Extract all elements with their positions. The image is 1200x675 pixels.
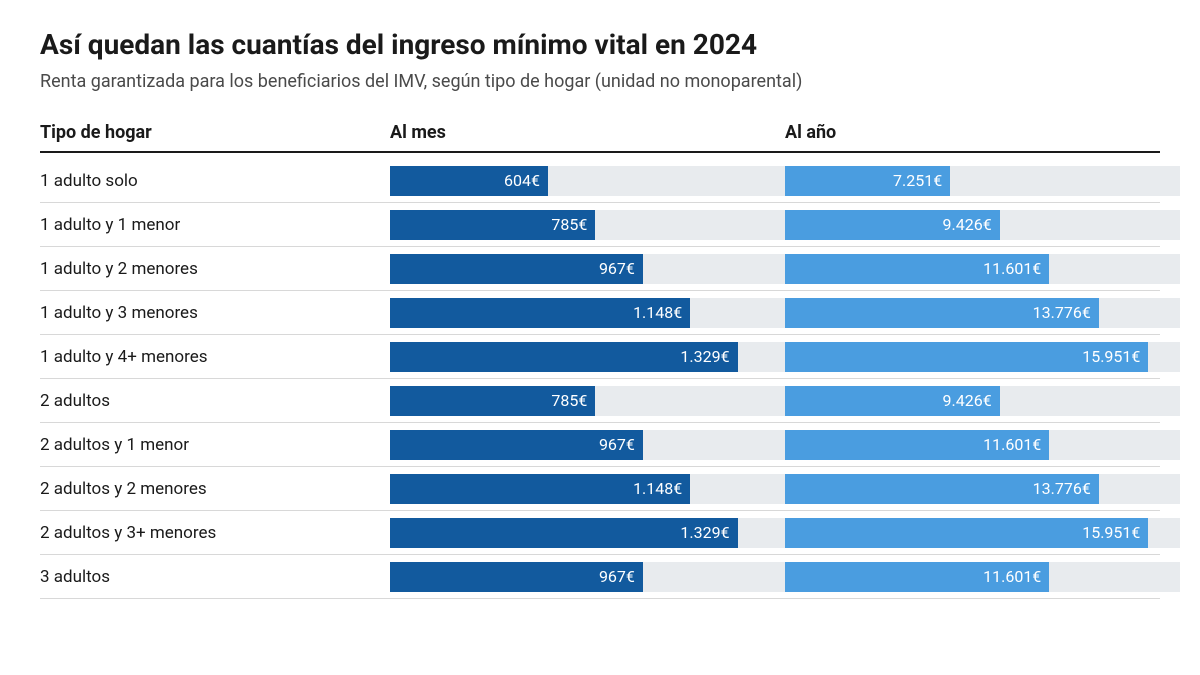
data-table: Tipo de hogar Al mes Al año 1 adulto sol… xyxy=(40,122,1160,599)
month-value: 967€ xyxy=(599,567,635,586)
month-bar-fill: 1.329€ xyxy=(390,342,738,372)
year-bar-cell: 15.951€ xyxy=(785,518,1180,548)
row-label: 1 adulto solo xyxy=(40,171,390,191)
month-value: 967€ xyxy=(599,259,635,278)
year-bar-fill: 13.776€ xyxy=(785,298,1099,328)
table-row: 3 adultos 967€ 11.601€ xyxy=(40,555,1160,599)
year-bar-fill: 11.601€ xyxy=(785,430,1049,460)
month-bar-cell: 1.148€ xyxy=(390,298,785,328)
year-bar-fill: 13.776€ xyxy=(785,474,1099,504)
table-row: 1 adulto y 4+ menores 1.329€ 15.951€ xyxy=(40,335,1160,379)
chart-title: Así quedan las cuantías del ingreso míni… xyxy=(40,28,1160,61)
month-value: 785€ xyxy=(551,215,587,234)
month-bar-fill: 785€ xyxy=(390,386,595,416)
month-bar-fill: 604€ xyxy=(390,166,548,196)
row-label: 1 adulto y 4+ menores xyxy=(40,347,390,367)
month-bar-fill: 1.329€ xyxy=(390,518,738,548)
month-bar-fill: 967€ xyxy=(390,254,643,284)
year-bar-fill: 11.601€ xyxy=(785,254,1049,284)
table-row: 2 adultos 785€ 9.426€ xyxy=(40,379,1160,423)
table-row: 1 adulto y 3 menores 1.148€ 13.776€ xyxy=(40,291,1160,335)
table-row: 1 adulto y 1 menor 785€ 9.426€ xyxy=(40,203,1160,247)
row-label: 1 adulto y 1 menor xyxy=(40,215,390,235)
month-value: 1.329€ xyxy=(680,347,729,366)
table-row: 1 adulto y 2 menores 967€ 11.601€ xyxy=(40,247,1160,291)
month-value: 1.148€ xyxy=(633,303,682,322)
chart-subtitle: Renta garantizada para los beneficiarios… xyxy=(40,71,1160,92)
month-value: 604€ xyxy=(504,171,540,190)
row-label: 3 adultos xyxy=(40,567,390,587)
month-bar-fill: 967€ xyxy=(390,562,643,592)
year-bar-fill: 9.426€ xyxy=(785,210,1000,240)
year-bar-cell: 11.601€ xyxy=(785,430,1180,460)
month-value: 785€ xyxy=(551,391,587,410)
year-value: 9.426€ xyxy=(943,215,992,234)
month-value: 1.148€ xyxy=(633,479,682,498)
header-al-ano: Al año xyxy=(785,122,1180,143)
row-label: 1 adulto y 2 menores xyxy=(40,259,390,279)
month-bar-cell: 785€ xyxy=(390,386,785,416)
year-bar-cell: 13.776€ xyxy=(785,474,1180,504)
table-row: 1 adulto solo 604€ 7.251€ xyxy=(40,159,1160,203)
row-label: 2 adultos y 2 menores xyxy=(40,479,390,499)
month-bar-cell: 967€ xyxy=(390,562,785,592)
year-bar-fill: 15.951€ xyxy=(785,518,1148,548)
year-value: 15.951€ xyxy=(1082,523,1140,542)
year-bar-fill: 11.601€ xyxy=(785,562,1049,592)
month-bar-cell: 967€ xyxy=(390,254,785,284)
year-value: 13.776€ xyxy=(1033,479,1091,498)
year-bar-cell: 13.776€ xyxy=(785,298,1180,328)
header-tipo-hogar: Tipo de hogar xyxy=(40,122,390,143)
month-bar-cell: 967€ xyxy=(390,430,785,460)
year-value: 11.601€ xyxy=(983,259,1041,278)
month-bar-cell: 785€ xyxy=(390,210,785,240)
month-value: 967€ xyxy=(599,435,635,454)
year-value: 7.251€ xyxy=(893,171,942,190)
year-bar-cell: 11.601€ xyxy=(785,254,1180,284)
year-value: 11.601€ xyxy=(983,567,1041,586)
row-label: 2 adultos y 3+ menores xyxy=(40,523,390,543)
table-row: 2 adultos y 3+ menores 1.329€ 15.951€ xyxy=(40,511,1160,555)
year-bar-cell: 9.426€ xyxy=(785,210,1180,240)
table-row: 2 adultos y 2 menores 1.148€ 13.776€ xyxy=(40,467,1160,511)
month-bar-cell: 1.148€ xyxy=(390,474,785,504)
year-value: 15.951€ xyxy=(1082,347,1140,366)
year-value: 11.601€ xyxy=(983,435,1041,454)
year-bar-cell: 15.951€ xyxy=(785,342,1180,372)
year-bar-fill: 9.426€ xyxy=(785,386,1000,416)
year-bar-cell: 7.251€ xyxy=(785,166,1180,196)
month-bar-cell: 604€ xyxy=(390,166,785,196)
month-bar-fill: 1.148€ xyxy=(390,474,690,504)
month-bar-fill: 967€ xyxy=(390,430,643,460)
row-label: 2 adultos y 1 menor xyxy=(40,435,390,455)
row-label: 2 adultos xyxy=(40,391,390,411)
table-header-row: Tipo de hogar Al mes Al año xyxy=(40,122,1160,153)
row-label: 1 adulto y 3 menores xyxy=(40,303,390,323)
table-row: 2 adultos y 1 menor 967€ 11.601€ xyxy=(40,423,1160,467)
year-bar-fill: 15.951€ xyxy=(785,342,1148,372)
year-bar-cell: 9.426€ xyxy=(785,386,1180,416)
month-bar-cell: 1.329€ xyxy=(390,342,785,372)
year-bar-cell: 11.601€ xyxy=(785,562,1180,592)
year-value: 9.426€ xyxy=(943,391,992,410)
month-bar-cell: 1.329€ xyxy=(390,518,785,548)
header-al-mes: Al mes xyxy=(390,122,785,143)
month-value: 1.329€ xyxy=(680,523,729,542)
year-bar-fill: 7.251€ xyxy=(785,166,950,196)
month-bar-fill: 785€ xyxy=(390,210,595,240)
year-value: 13.776€ xyxy=(1033,303,1091,322)
month-bar-fill: 1.148€ xyxy=(390,298,690,328)
